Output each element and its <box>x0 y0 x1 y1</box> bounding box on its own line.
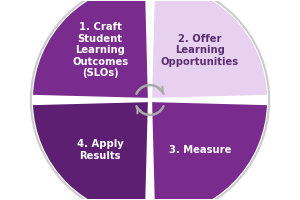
Wedge shape <box>31 100 150 200</box>
Wedge shape <box>150 0 269 100</box>
Text: 4. Apply
Results: 4. Apply Results <box>77 139 124 161</box>
Text: 2. Offer
Learning
Opportunities: 2. Offer Learning Opportunities <box>161 34 239 67</box>
Text: 3. Measure: 3. Measure <box>169 145 231 155</box>
Wedge shape <box>31 0 150 100</box>
Text: 1. Craft
Student
Learning
Outcomes
(SLOs): 1. Craft Student Learning Outcomes (SLOs… <box>72 22 128 78</box>
Wedge shape <box>150 100 269 200</box>
